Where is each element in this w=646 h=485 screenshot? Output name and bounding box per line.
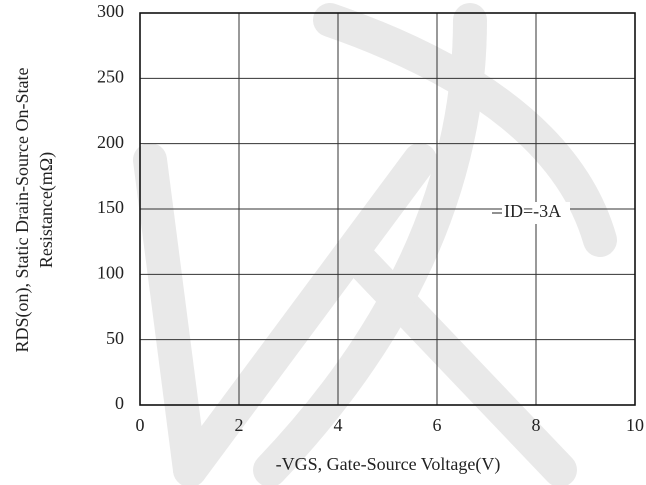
watermark bbox=[133, 3, 617, 485]
watermark-stroke bbox=[313, 3, 617, 257]
y-tick-label: 250 bbox=[97, 66, 124, 86]
y-tick-label: 0 bbox=[115, 393, 124, 413]
x-axis-label: -VGS, Gate-Source Voltage(V) bbox=[276, 454, 501, 475]
x-tick-label: 8 bbox=[532, 415, 541, 435]
x-tick-label: 10 bbox=[626, 415, 644, 435]
watermark-stroke bbox=[133, 143, 207, 485]
watermark-stroke bbox=[173, 143, 437, 485]
y-tick-label: 50 bbox=[106, 328, 124, 348]
x-tick-label: 6 bbox=[433, 415, 442, 435]
y-tick-label: 300 bbox=[97, 1, 124, 21]
y-axis-label: RDS(on), Static Drain-Source On-State bbox=[12, 68, 33, 353]
y-tick-label: 200 bbox=[97, 132, 124, 152]
annotation-bg bbox=[502, 202, 570, 224]
annotation: ID=-3A bbox=[504, 201, 561, 221]
x-tick-label: 0 bbox=[136, 415, 145, 435]
y-axis-label: Resistance(mΩ) bbox=[36, 152, 57, 268]
y-tick-label: 100 bbox=[97, 262, 124, 282]
y-tick-label: 150 bbox=[97, 197, 124, 217]
x-tick-label: 4 bbox=[334, 415, 343, 435]
watermark-stroke bbox=[253, 3, 487, 485]
plot-frame bbox=[139, 12, 636, 406]
x-tick-label: 2 bbox=[235, 415, 244, 435]
